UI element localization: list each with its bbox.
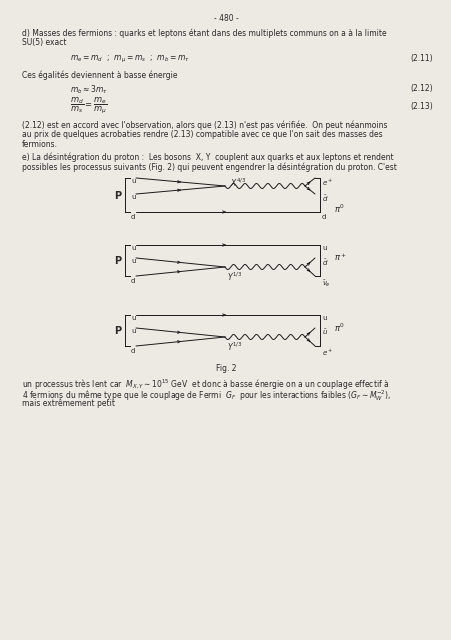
Text: $\dfrac{m_d}{m_s} = \dfrac{m_e}{m_\mu}$: $\dfrac{m_d}{m_s} = \dfrac{m_e}{m_\mu}$ [70, 96, 107, 116]
Text: - 480 -: - 480 - [213, 14, 238, 23]
Text: u: u [321, 315, 326, 321]
Text: d: d [131, 348, 135, 354]
Text: $m_e = m_d$  ;  $m_\mu = m_s$  ;  $m_b = m_\tau$: $m_e = m_d$ ; $m_\mu = m_s$ ; $m_b = m_\… [70, 54, 189, 65]
Text: $\pi^+$: $\pi^+$ [333, 252, 346, 263]
Text: u: u [131, 178, 135, 184]
Text: $\pi^0$: $\pi^0$ [333, 321, 344, 334]
Text: fermions.: fermions. [22, 140, 58, 149]
Text: u: u [131, 194, 135, 200]
Text: un processus très lent car  $M_{X,Y} \sim 10^{15}$ GeV  et donc à basse énergie : un processus très lent car $M_{X,Y} \sim… [22, 378, 388, 392]
Text: d: d [321, 214, 326, 220]
Text: $\pi^0$: $\pi^0$ [333, 203, 344, 216]
Text: (2.12) est en accord avec l'observation, alors que (2.13) n'est pas vérifiée.  O: (2.12) est en accord avec l'observation,… [22, 120, 387, 129]
Text: mais extrêmement petit: mais extrêmement petit [22, 398, 115, 408]
Text: u: u [131, 315, 135, 321]
Text: $Y^{1/3}$: $Y^{1/3}$ [226, 341, 242, 353]
Text: $\bar{d}$: $\bar{d}$ [321, 194, 328, 204]
Text: Fig. 2: Fig. 2 [215, 364, 236, 373]
Text: P: P [114, 191, 121, 201]
Text: P: P [114, 326, 121, 337]
Text: (2.12): (2.12) [409, 84, 432, 93]
Text: u: u [131, 328, 135, 334]
Text: (2.11): (2.11) [409, 54, 432, 63]
Text: SU(5) exact: SU(5) exact [22, 38, 66, 47]
Text: u: u [321, 245, 326, 251]
Text: 4 fermions du même type que le couplage de Fermi  $G_F$  pour les interactions f: 4 fermions du même type que le couplage … [22, 388, 390, 403]
Text: Ces égalités deviennent à basse énergie: Ces égalités deviennent à basse énergie [22, 70, 177, 79]
Text: au prix de quelques acrobaties rendre (2.13) compatible avec ce que l'on sait de: au prix de quelques acrobaties rendre (2… [22, 130, 382, 139]
Text: $Y^{1/3}$: $Y^{1/3}$ [226, 271, 242, 284]
Text: d) Masses des fermions : quarks et leptons étant dans des multiplets communs on : d) Masses des fermions : quarks et lepto… [22, 28, 386, 38]
Text: $e^+$: $e^+$ [321, 348, 332, 358]
Text: $\bar{\nu}_e$: $\bar{\nu}_e$ [321, 278, 330, 289]
Text: $e^+$: $e^+$ [321, 178, 332, 188]
Text: d: d [131, 214, 135, 220]
Text: e) La désintégration du proton :  Les bosons  X, Y  couplent aux quarks et aux l: e) La désintégration du proton : Les bos… [22, 152, 393, 161]
Text: P: P [114, 257, 121, 266]
Text: $m_b \approx 3m_\tau$: $m_b \approx 3m_\tau$ [70, 84, 108, 97]
Text: $X^{4/3}$: $X^{4/3}$ [230, 177, 246, 189]
Text: possibles les processus suivants (Fig. 2) qui peuvent engendrer la désintégratio: possibles les processus suivants (Fig. 2… [22, 162, 396, 172]
Text: $\bar{d}$: $\bar{d}$ [321, 258, 328, 268]
Text: u: u [131, 258, 135, 264]
Text: (2.13): (2.13) [409, 102, 432, 111]
Text: d: d [131, 278, 135, 284]
Text: $\bar{u}$: $\bar{u}$ [321, 328, 327, 337]
Text: u: u [131, 245, 135, 251]
